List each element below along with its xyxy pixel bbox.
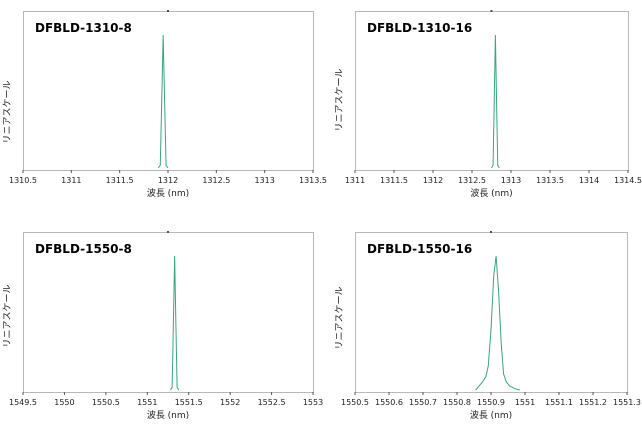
plot-frame xyxy=(355,11,629,171)
x-tick-label: 1551.1 xyxy=(545,398,573,407)
x-axis-label: 波長 (nm) xyxy=(470,409,512,421)
x-tick-label: 1311.5 xyxy=(106,176,134,185)
spectrum-line xyxy=(491,34,500,169)
x-tick-label: 1312 xyxy=(158,176,178,185)
x-tick-label: 1550.5 xyxy=(92,398,120,407)
x-tick-label: 1310.5 xyxy=(9,176,37,185)
chart-title: DFBLD-1550-8 xyxy=(35,242,132,256)
x-tick-label: 1311 xyxy=(345,176,365,185)
x-tick-label: 1552 xyxy=(220,398,240,407)
frame-marker xyxy=(167,10,169,12)
spectrum-line xyxy=(475,255,521,391)
x-tick-label: 1551 xyxy=(515,398,535,407)
x-tick-label: 1549.5 xyxy=(9,398,37,407)
x-tick-label: 1550.6 xyxy=(375,398,403,407)
x-tick-label: 1550.9 xyxy=(477,398,505,407)
x-tick-label: 1552.5 xyxy=(258,398,286,407)
x-tick-label: 1312 xyxy=(423,176,443,185)
chart-panel-2: DFBLD-1310-16 1311 1311.5 1312 1312.5 1313 131… xyxy=(334,10,642,199)
chart-panel-4: DFBLD-1550-16 1550.5 1550.6 1550.7 1550.8 155… xyxy=(334,231,641,421)
x-tick-label: 1550.7 xyxy=(409,398,437,407)
x-tick-label: 1313 xyxy=(254,176,274,185)
y-axis-label: リニアスケール xyxy=(2,80,13,143)
spectrum-line xyxy=(157,34,169,169)
x-tick-label: 1550.5 xyxy=(341,398,369,407)
chart-title: DFBLD-1550-16 xyxy=(367,242,472,256)
x-tick-label: 1311.5 xyxy=(380,176,408,185)
chart-title: DFBLD-1310-16 xyxy=(367,21,472,35)
spectrum-line xyxy=(170,255,180,391)
plot-frame xyxy=(23,232,314,393)
plot-frame xyxy=(23,11,314,171)
x-tick-label: 1551 xyxy=(137,398,157,407)
chart-panel-1: DFBLD-1310-8 1310.5 1311 1311.5 1312 1312.5 13… xyxy=(2,10,327,199)
x-axis-label: 波長 (nm) xyxy=(147,409,189,421)
y-axis-label: リニアスケール xyxy=(334,68,345,131)
x-axis-label: 波長 (nm) xyxy=(470,187,512,199)
y-axis-label: リニアスケール xyxy=(2,284,13,347)
x-tick-label: 1551.5 xyxy=(175,398,203,407)
x-tick-label: 1312.5 xyxy=(202,176,230,185)
x-tick-label: 1550 xyxy=(54,398,74,407)
frame-marker xyxy=(490,10,493,12)
frame-marker xyxy=(167,231,169,233)
x-tick-label: 1313.5 xyxy=(299,176,327,185)
x-tick-label: 1553 xyxy=(303,398,323,407)
x-tick-label: 1311 xyxy=(61,176,81,185)
y-axis-label: リニアスケール xyxy=(334,286,345,349)
chart-panel-3: DFBLD-1550-8 1549.5 1550 1550.5 1551 1551.5 15… xyxy=(2,231,323,421)
chart-title: DFBLD-1310-8 xyxy=(35,21,132,35)
x-tick-label: 1550.8 xyxy=(443,398,471,407)
x-tick-label: 1314 xyxy=(579,176,599,185)
x-tick-label: 1551.2 xyxy=(579,398,607,407)
x-tick-label: 1314.5 xyxy=(614,176,642,185)
x-tick-label: 1313 xyxy=(501,176,521,185)
x-axis-label: 波長 (nm) xyxy=(147,187,189,199)
x-tick-label: 1312.5 xyxy=(458,176,486,185)
frame-marker xyxy=(490,231,492,233)
x-tick-label: 1313.5 xyxy=(536,176,564,185)
x-tick-label: 1551.3 xyxy=(613,398,641,407)
